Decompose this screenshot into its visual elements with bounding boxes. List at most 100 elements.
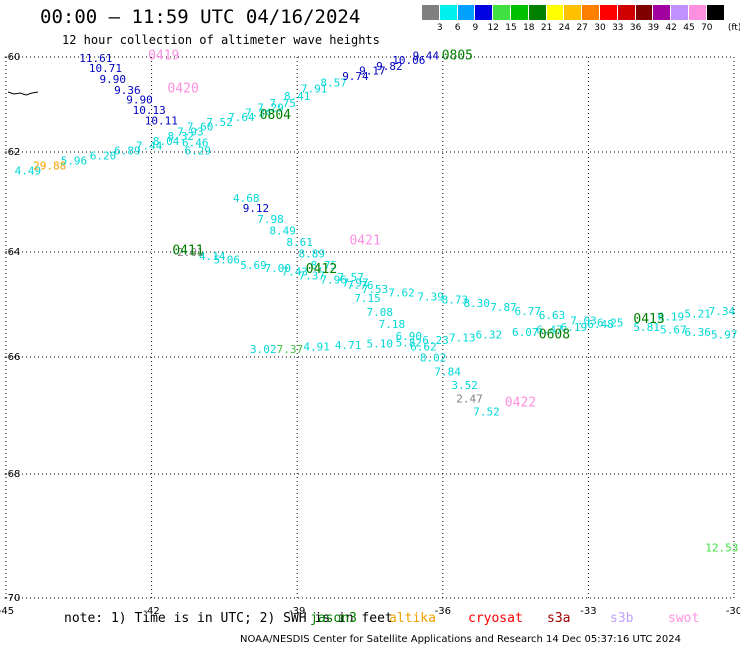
- wave-height-label: 9.12: [243, 202, 270, 215]
- credit-line: NOAA/NESDIS Center for Satellite Applica…: [240, 634, 682, 645]
- colorbar-label: 12: [487, 23, 499, 33]
- wave-height-label: 8.02: [420, 352, 447, 365]
- colorbar-swatch: [671, 5, 689, 20]
- wave-height-label: 7.97: [342, 277, 369, 290]
- colorbar-label: 15: [505, 23, 517, 33]
- colorbar-unit: (ft): [727, 23, 740, 33]
- colorbar-swatch: [546, 5, 565, 20]
- wave-height-label: 9.82: [376, 60, 403, 73]
- wave-height-label: 8.75: [311, 259, 338, 272]
- pass-time-label: 0412: [306, 262, 337, 277]
- colorbar-swatch: [653, 5, 672, 20]
- satellite-legend-item: cryosat: [468, 611, 523, 626]
- wave-height-label: 8.04: [153, 135, 180, 148]
- wave-height-label: 5.82: [396, 337, 423, 350]
- colorbar-swatch: [528, 5, 547, 20]
- wave-height-label: 6.77: [514, 305, 541, 318]
- wave-height-label: 4.68: [233, 192, 260, 205]
- colorbar-swatch: [457, 5, 476, 20]
- colorbar-label: 9: [472, 23, 479, 33]
- wave-height-label: 5.69: [240, 259, 267, 272]
- pass-time-label: 0421: [349, 234, 380, 249]
- wave-height-label: 8.57: [320, 76, 347, 89]
- page-title: 00:00 – 11:59 UTC 04/16/2024: [40, 6, 361, 28]
- wave-height-label: 7.52: [473, 406, 500, 419]
- wave-height-label: 7.24: [245, 106, 272, 119]
- wave-height-label: 5.97: [711, 329, 738, 342]
- colorbar-swatch: [600, 5, 618, 20]
- wave-height-label: 6.36: [684, 326, 711, 339]
- wave-height-label: 6.90: [396, 330, 423, 343]
- wave-height-label: 7.37: [277, 343, 304, 356]
- colorbar-label: 6: [454, 23, 461, 33]
- colorbar-label: 45: [683, 23, 695, 33]
- wave-height-label: 8.41: [284, 90, 311, 103]
- colorbar-label: 36: [629, 23, 642, 33]
- colorbar-label: 24: [558, 23, 571, 33]
- wave-height-label: 6.63: [539, 309, 566, 322]
- wave-height-label: 4.91: [303, 341, 330, 354]
- wave-height-label: 8.32: [167, 130, 194, 143]
- wave-height-label: 8.61: [286, 236, 313, 249]
- wave-height-label: 6.48: [587, 318, 614, 331]
- wave-height-label: 6.19: [658, 310, 685, 323]
- wave-height-label: 8.89: [299, 247, 326, 260]
- wave-height-label: 6.20: [90, 150, 117, 163]
- wave-height-label: 12.53: [705, 542, 738, 555]
- wave-height-label: 7.84: [434, 366, 461, 379]
- wave-height-label: 4.71: [335, 339, 362, 352]
- lat-tick-label: -70: [4, 593, 20, 604]
- pass-time-label: 0805: [442, 48, 473, 63]
- wave-height-label: 11.61: [79, 52, 112, 65]
- page-subtitle: 12 hour collection of altimeter wave hei…: [62, 33, 380, 47]
- colorbar-swatch: [582, 5, 600, 20]
- lon-tick-label: -30: [726, 606, 740, 617]
- wave-height-label: 9.36: [114, 84, 141, 97]
- colorbar-label: 27: [576, 23, 588, 33]
- pass-time-label: 0411: [172, 244, 203, 259]
- wave-height-label: 10.06: [392, 54, 425, 67]
- wave-height-label: 10.13: [133, 104, 166, 117]
- pass-time-label: 0804: [260, 108, 291, 123]
- wave-height-label: 5.10: [366, 338, 393, 351]
- satellite-legend-item: swot: [668, 611, 700, 626]
- wave-height-label: 2.47: [456, 393, 483, 406]
- wave-height-label: 6.62: [410, 341, 437, 354]
- colorbar-swatch: [493, 5, 511, 20]
- wave-height-label: 5.81: [633, 321, 660, 334]
- colorbar-label: 3: [436, 23, 443, 33]
- wave-height-label: 7.60: [187, 121, 214, 134]
- colorbar-swatch: [706, 5, 725, 20]
- wave-height-label: 7.00: [265, 262, 292, 275]
- wave-height-label: 7.57: [337, 271, 364, 284]
- wave-height-label: 7.44: [136, 140, 163, 153]
- colorbar-label: 30: [594, 23, 606, 33]
- pass-time-label: 0420: [167, 82, 198, 97]
- wave-height-label: 6.07: [512, 326, 539, 339]
- colorbar-label: 42: [665, 23, 677, 33]
- wave-height-label: 7.91: [301, 83, 328, 96]
- pass-time-label: 0419: [148, 48, 179, 63]
- wave-height-label: 6.32: [476, 329, 503, 342]
- wave-height-label: 7.34: [709, 305, 736, 318]
- wave-height-label: 7.13: [449, 331, 476, 344]
- wave-height-label: 6.23: [422, 334, 449, 347]
- wave-height-label: 3.52: [451, 379, 478, 392]
- wave-height-label: 6.25: [597, 317, 624, 330]
- wave-height-label: 7.62: [388, 287, 415, 300]
- wave-height-label: 7.52: [206, 116, 233, 129]
- wave-height-label: 10.11: [145, 114, 178, 127]
- wave-height-label: 7.53: [362, 283, 389, 296]
- wave-height-label: 29.88: [33, 160, 66, 173]
- wave-height-label: 7.43: [282, 266, 309, 279]
- colorbar-swatch: [511, 5, 529, 20]
- lat-tick-label: -60: [4, 52, 20, 63]
- wave-height-label: 7.87: [490, 301, 517, 314]
- colorbar-label: 33: [612, 23, 624, 33]
- pass-time-label: 0422: [505, 396, 536, 411]
- wave-height-label: 8.73: [442, 293, 469, 306]
- lat-tick-label: -62: [4, 147, 20, 158]
- wave-height-label: 6.29: [184, 145, 211, 158]
- lon-tick-label: -45: [0, 606, 14, 617]
